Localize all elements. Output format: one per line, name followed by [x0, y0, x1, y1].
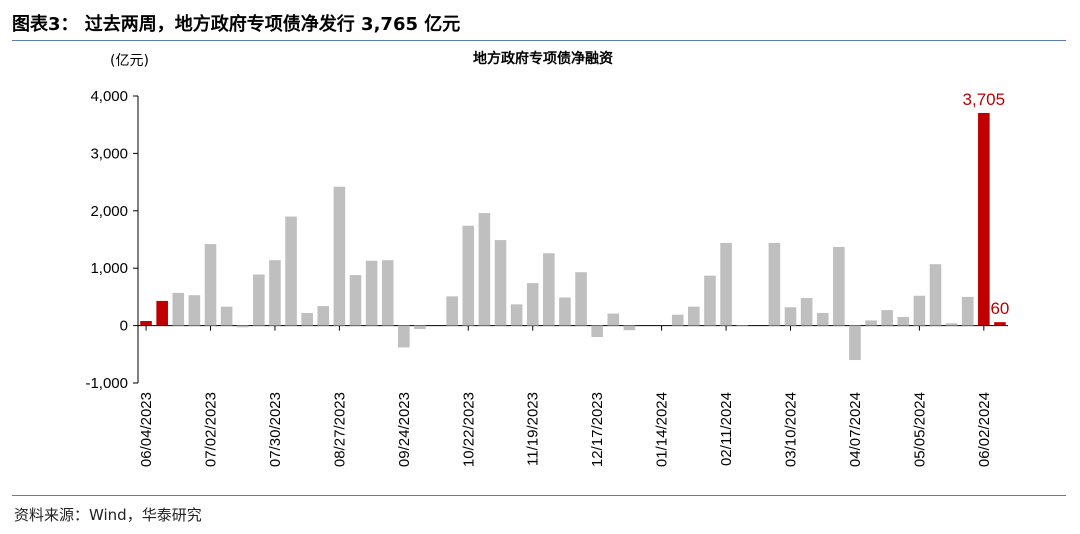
y-tick-label: 2,000: [90, 203, 128, 220]
top-divider: [12, 40, 1066, 41]
x-tick-label: 04/07/2024: [847, 392, 864, 467]
bar: [253, 274, 265, 326]
bar: [365, 260, 378, 326]
bar: [688, 306, 700, 326]
bar: [172, 292, 185, 326]
x-tick-label: 09/24/2023: [396, 392, 413, 467]
bar: [994, 322, 1006, 326]
bar: [494, 240, 507, 326]
y-tick-label: -1,000: [85, 375, 128, 392]
bar: [446, 296, 458, 326]
bar: [736, 325, 748, 326]
bar: [156, 300, 168, 326]
bar: [929, 264, 942, 326]
x-tick-label: 05/05/2024: [911, 392, 928, 467]
bar: [220, 306, 233, 326]
bar: [671, 314, 684, 326]
bar: [945, 323, 958, 326]
x-tick-label: 11/19/2023: [525, 392, 542, 466]
bar: [978, 112, 990, 326]
bar: [269, 260, 281, 326]
bar: [414, 325, 426, 330]
x-tick-label: 02/11/2024: [718, 392, 735, 466]
bar: [591, 325, 603, 338]
x-tick-label: 06/02/2024: [976, 392, 993, 467]
bar: [140, 321, 152, 326]
bar: [236, 325, 249, 328]
data-label: 60: [990, 299, 1009, 318]
bar: [285, 216, 297, 326]
labels: 06/04/2023 07/02/2023 07/30/2023 08/27/2023…: [138, 90, 1009, 467]
bar: [349, 275, 362, 326]
bar: [623, 325, 636, 331]
bar: [800, 298, 813, 326]
axes: -1,000 0 1,000 2,000 3,000 4,000: [85, 88, 1008, 392]
bar: [961, 296, 974, 326]
x-tick-label: 10/22/2023: [460, 392, 477, 467]
bar: [559, 297, 571, 326]
bottom-divider: [12, 495, 1066, 496]
bar: [398, 325, 410, 348]
x-tick-label: 07/30/2023: [267, 392, 284, 467]
bar: [333, 186, 346, 326]
bar: [543, 253, 555, 326]
figure-title: 图表3： 过去两周，地方政府专项债净发行 3,765 亿元: [12, 14, 461, 35]
y-tick-label: 1,000: [90, 260, 128, 277]
bar: [575, 272, 587, 326]
bar: [301, 312, 313, 326]
bar: [720, 242, 732, 326]
chart-title: 地方政府专项债净融资: [473, 50, 613, 67]
bar: [816, 312, 829, 326]
bar: [784, 307, 797, 326]
bar: [849, 325, 861, 361]
bar: [510, 304, 523, 326]
x-tick-label: 06/04/2023: [138, 392, 155, 467]
bar: [381, 260, 394, 326]
source-note: 资料来源：Wind，华泰研究: [14, 506, 202, 524]
bar: [768, 242, 781, 326]
bar: [526, 283, 539, 326]
data-label: 3,705: [963, 90, 1006, 109]
y-tick-label: 0: [120, 318, 128, 335]
bars: [140, 112, 1006, 361]
y-tick-label: 4,000: [90, 88, 128, 105]
y-tick-label: 3,000: [90, 145, 128, 162]
bar: [865, 320, 877, 326]
bar: [704, 275, 716, 326]
y-axis-unit-label: (亿元): [110, 53, 149, 69]
bar: [913, 295, 926, 326]
bar: [607, 313, 620, 326]
x-tick-label: 07/02/2023: [203, 392, 220, 467]
x-tick-label: 03/10/2024: [783, 392, 800, 467]
bar: [462, 225, 475, 326]
bar: [897, 316, 910, 326]
x-tick-label: 08/27/2023: [331, 392, 348, 467]
bar: [317, 306, 330, 326]
x-tick-label: 12/17/2023: [589, 392, 606, 467]
x-tick-label: 01/14/2024: [654, 392, 671, 467]
bar: [833, 246, 845, 326]
bar: [881, 310, 893, 326]
bar: [188, 295, 201, 326]
bar: [204, 244, 217, 326]
bar: [478, 213, 491, 326]
